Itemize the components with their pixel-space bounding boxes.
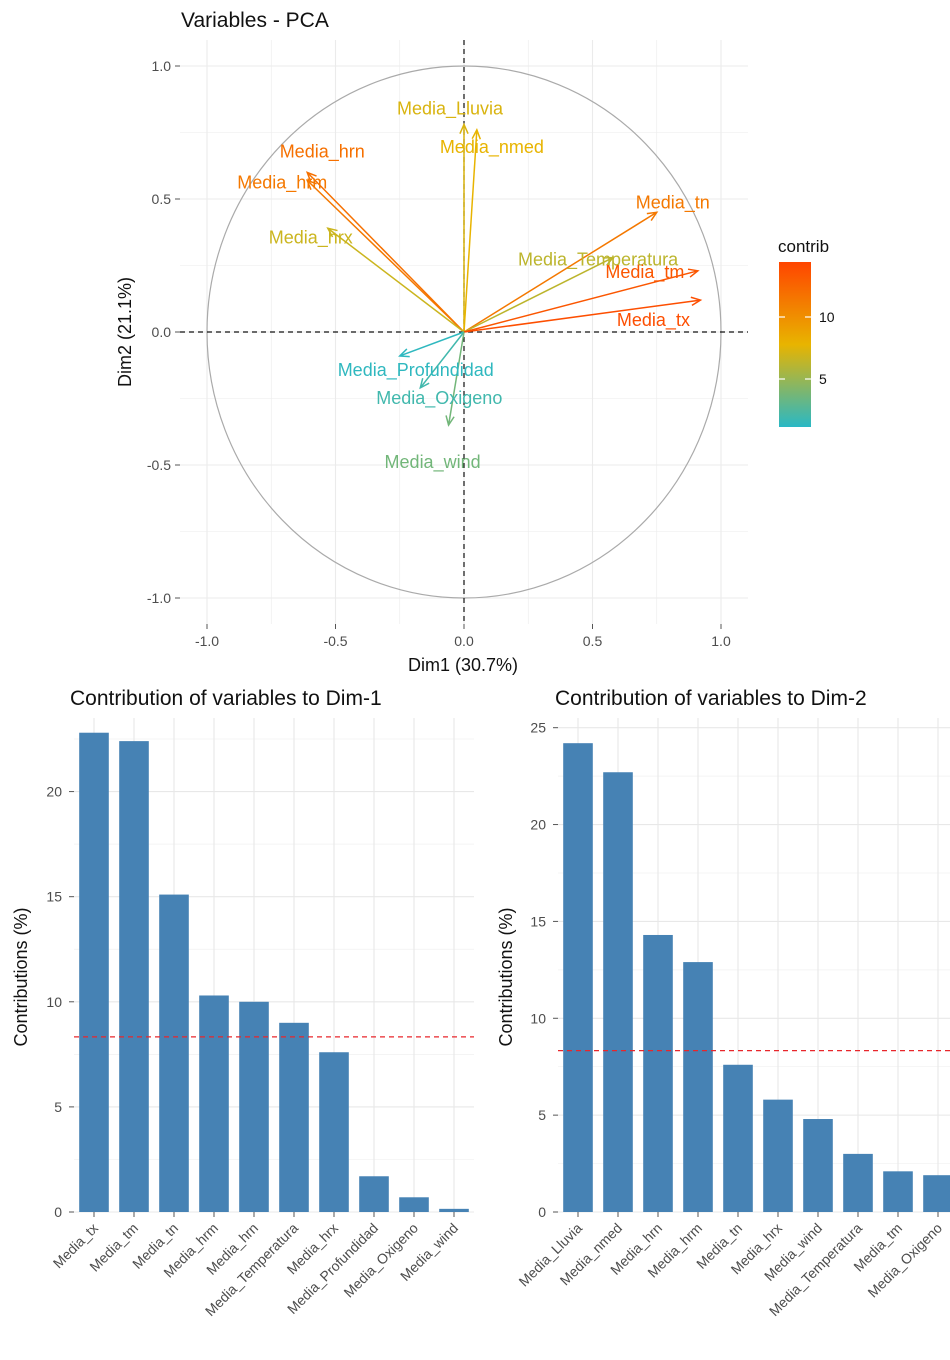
legend-colorbar [779,262,811,427]
pca-arrowhead [603,256,615,266]
legend-title: contrib [778,237,829,256]
pca-variables-plot: Variables - PCA -1.0 -1.0 -0.5 -0.5 0.0 0.0 0.… [115,9,835,675]
bar-y-tick-label: 10 [530,1010,546,1026]
pca-arrows [305,122,703,427]
bar-media-tn [723,1064,753,1212]
contrib-dim2-chart: Contribution of variables to Dim-2 0 5 10 1… [496,687,950,1319]
pca-arrowhead [471,128,482,140]
bar-media-lluvia [563,743,593,1212]
bar-media-hrm [683,962,713,1212]
pca-arrow-media-oxigeno [419,331,465,389]
pca-arrowhead [419,377,430,390]
bar-y-tick-label: 0 [54,1204,62,1220]
bar-media-hrx [763,1099,793,1212]
pca-x-tick-label: 0.0 [454,633,474,649]
bar-x-tick-label: Media_Oxigeno [864,1220,945,1301]
pca-label-media-temperatura: Media_Temperatura [518,250,679,271]
pca-x-tick-label: 1.0 [711,633,731,649]
contrib-legend: contrib 5 10 [778,237,835,427]
pca-arrowhead [445,415,455,427]
legend-tick-10: 10 [819,309,835,325]
dim1-title: Contribution of variables to Dim-1 [70,687,382,710]
pca-label-media-oxigeno: Media_Oxigeno [376,388,502,409]
dim1-bars [74,732,474,1212]
pca-x-tick-label: 0.5 [583,633,603,649]
pca-y-tick-label: -1.0 [147,590,171,606]
pca-arrow-media-hrx [327,227,465,333]
bar-y-tick-label: 15 [46,889,62,905]
pca-label-media-hrm: Media_hrm [237,172,327,193]
dim2-y-axis-label: Contributions (%) [496,907,516,1046]
pca-arrowhead [646,211,659,222]
pca-x-axis-label: Dim1 (30.7%) [408,655,518,675]
pca-arrow-media-tm [463,270,699,333]
pca-label-media-tm: Media_tm [605,262,684,283]
bar-y-tick-label: 10 [46,994,62,1010]
bar-media-hrn [643,934,673,1212]
pca-arrowhead [326,227,338,238]
pca-arrow-media-wind [447,331,465,426]
bar-y-tick-label: 20 [530,817,546,833]
dim1-y-axis-label: Contributions (%) [11,907,31,1046]
dim2-bars [558,743,950,1212]
pca-arrowhead [690,296,703,306]
pca-arrow-media-hrn [306,171,465,333]
bar-media-wind [803,1119,833,1212]
pca-label-media-tn: Media_tn [636,192,710,213]
pca-x-tick-label: -0.5 [323,633,347,649]
pca-arrowhead [459,122,469,134]
contrib-dim1-chart: Contribution of variables to Dim-1 0 5 10 1… [11,687,474,1319]
bar-media-hrx [319,1052,349,1212]
dim2-title: Contribution of variables to Dim-2 [555,687,867,710]
bar-y-tick-label: 0 [538,1204,546,1220]
bar-media-tm [119,741,149,1212]
pca-arrow-media-temperatura [463,256,614,333]
pca-title: Variables - PCA [181,9,329,32]
bar-media-wind [439,1208,469,1212]
pca-arrow-media-hrm [306,179,465,333]
pca-y-axis-label: Dim2 (21.1%) [115,277,135,387]
bar-media-tx [79,732,109,1212]
bar-media-profundidad [359,1176,389,1212]
bar-media-nmed [603,772,633,1212]
bar-y-tick-label: 20 [46,784,62,800]
pca-arrow-media-tn [463,211,658,333]
bar-media-temperatura [843,1153,873,1212]
pca-arrowhead [305,179,317,190]
pca-y-tick-label: 0.5 [152,191,172,207]
pca-arrowhead [687,268,700,278]
bar-media-tm [883,1171,913,1212]
bar-y-tick-label: 25 [530,720,546,736]
bar-y-tick-label: 15 [530,913,546,929]
pca-arrow-media-profundidad [399,331,465,357]
bar-media-tn [159,894,189,1212]
pca-label-media-hrn: Media_hrn [280,141,365,162]
pca-y-tick-label: 1.0 [152,58,172,74]
pca-label-media-nmed: Media_nmed [440,137,544,158]
pca-y-tick-label: -0.5 [147,457,171,473]
pca-label-media-tx: Media_tx [617,310,690,331]
bar-media-hrm [199,995,229,1212]
pca-arrow-media-nmed [463,129,478,333]
bar-y-tick-label: 5 [54,1099,62,1115]
pca-label-media-lluvia: Media_Lluvia [397,99,504,120]
bar-y-tick-label: 5 [538,1107,546,1123]
legend-tick-5: 5 [819,371,827,387]
bar-media-oxigeno [399,1197,429,1212]
pca-arrow-media-tx [463,299,701,333]
pca-label-media-wind: Media_wind [385,452,481,473]
bar-media-hrn [239,1001,269,1212]
pca-arrowhead [305,171,317,183]
pca-label-media-profundidad: Media_Profundidad [338,360,494,381]
bar-media-oxigeno [923,1175,950,1212]
pca-y-tick-label: 0.0 [152,324,172,340]
pca-label-media-hrx: Media_hrx [269,227,353,248]
pca-labels: Media_Lluvia Media_nmed Media_hrn Media_hrm… [237,99,710,474]
bar-media-temperatura [279,1022,309,1212]
pca-arrowhead [398,348,410,358]
pca-x-tick-label: -1.0 [195,633,219,649]
